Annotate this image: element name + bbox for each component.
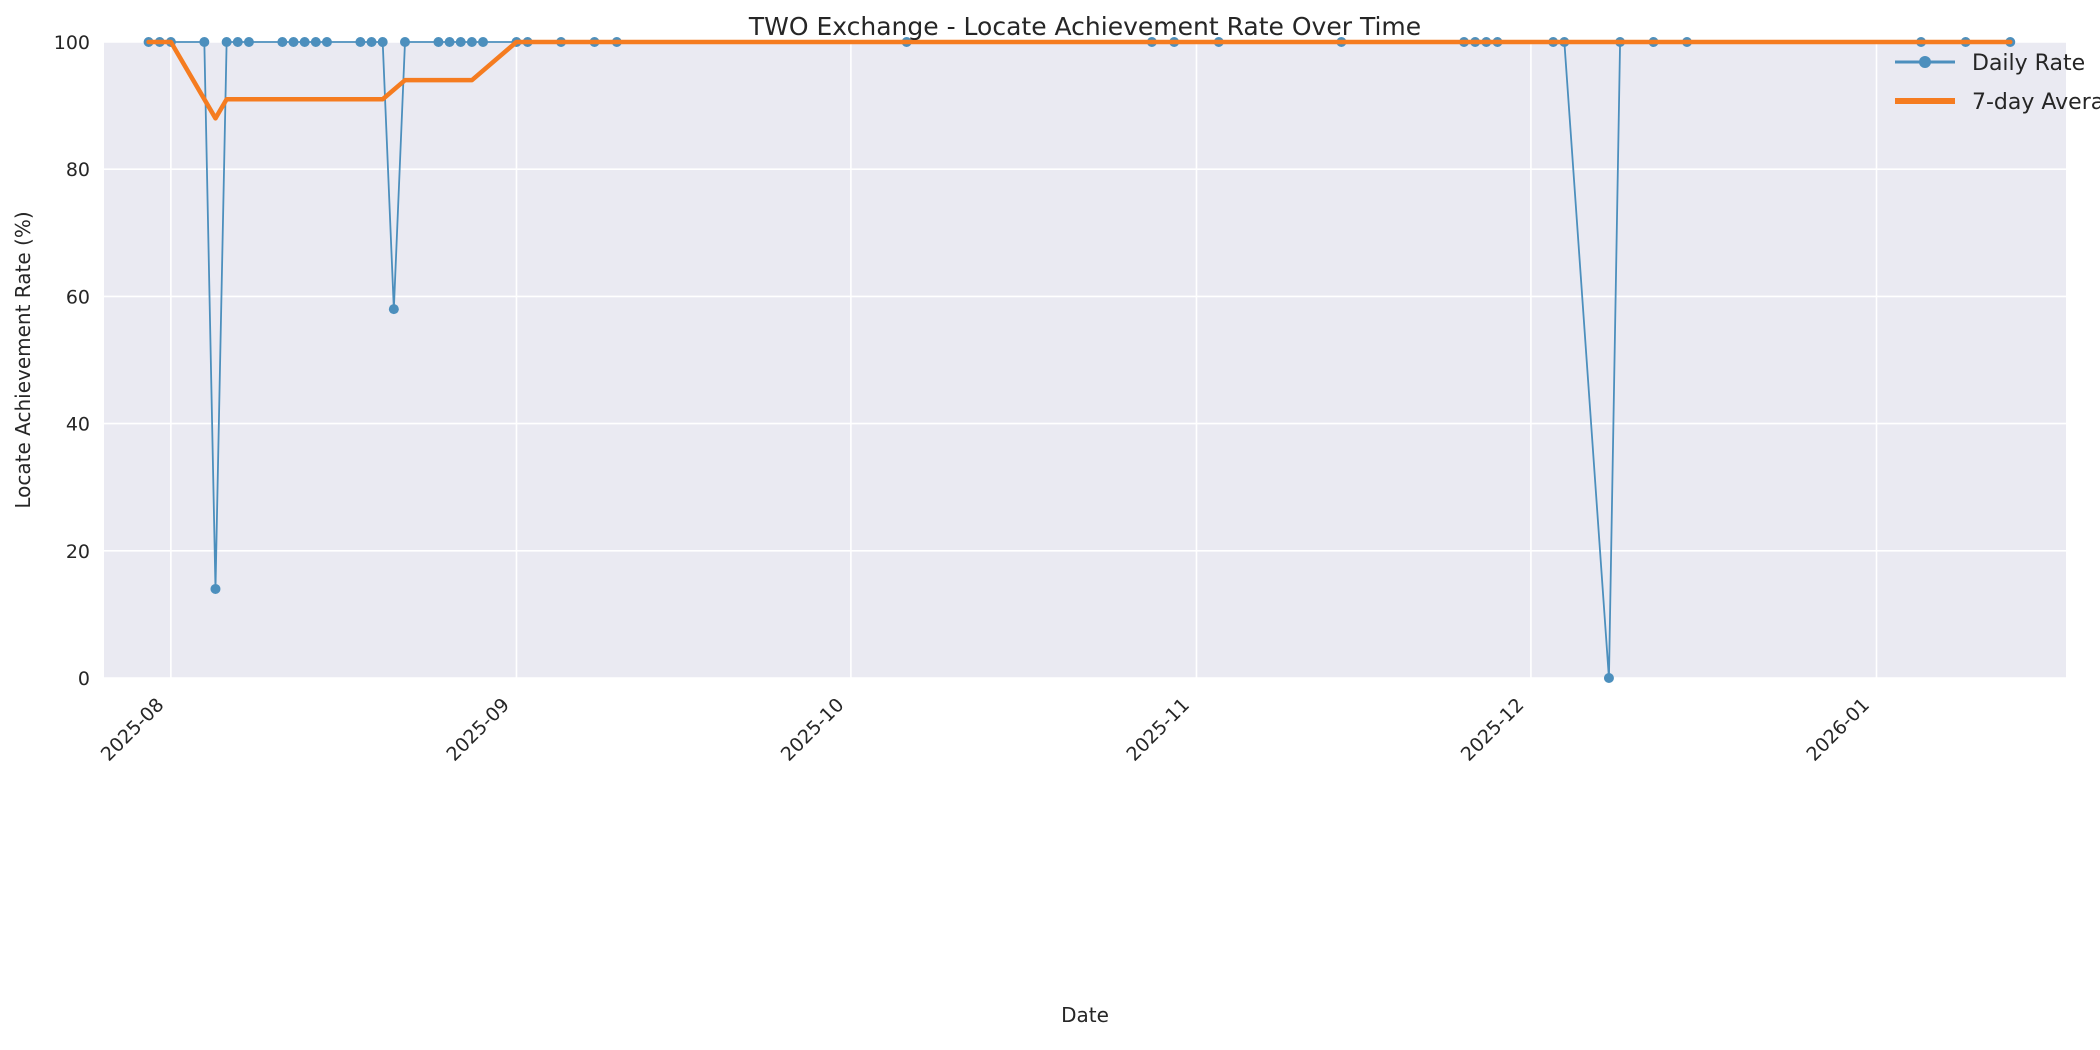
data-point-marker [221,37,232,47]
plot-area-background [104,42,2066,678]
data-point-marker [455,37,466,47]
x-axis-title: Date [1061,1003,1109,1027]
legend-label-daily-rate: Daily Rate [1972,51,2085,76]
data-point-marker [310,37,321,47]
series-7-day-average [146,39,2013,121]
y-axis-ticks: 0 20 40 60 80 100 [54,32,90,690]
data-point-marker [388,304,399,315]
series-line [146,39,2013,121]
data-series-layer [143,37,2016,683]
y-tick-label: 60 [66,286,90,308]
y-tick-label: 0 [78,668,90,690]
data-point-marker [243,37,254,47]
y-tick-label: 40 [66,414,90,436]
chart-title: TWO Exchange - Locate Achievement Rate O… [748,12,1421,41]
chart-legend[interactable]: Daily Rate 7-day Average [1895,51,2100,115]
data-point-marker [355,37,366,47]
data-point-marker [399,37,410,47]
data-point-marker [366,37,377,47]
data-point-marker [321,37,332,47]
data-point-marker [288,37,299,47]
data-point-marker [232,37,243,47]
data-point-marker [444,37,455,47]
y-tick-label: 100 [54,32,90,54]
data-point-marker [210,583,221,594]
data-point-marker [377,37,388,47]
data-point-marker [466,37,477,47]
legend-item-daily-rate[interactable]: Daily Rate [1895,51,2085,76]
data-point-marker [277,37,288,47]
legend-label-seven-day-average: 7-day Average [1972,90,2100,115]
data-point-marker [299,37,310,47]
y-axis-title: Locate Achievement Rate (%) [11,211,35,508]
legend-marker-daily-rate [1919,56,1931,68]
y-tick-label: 20 [66,541,90,563]
data-point-marker [478,37,489,47]
data-point-marker [1603,673,1614,683]
legend-item-seven-day-average[interactable]: 7-day Average [1895,90,2100,115]
y-tick-label: 80 [66,159,90,181]
data-point-marker [199,37,210,47]
x-gridlines [170,42,1878,678]
data-point-marker [433,37,444,47]
